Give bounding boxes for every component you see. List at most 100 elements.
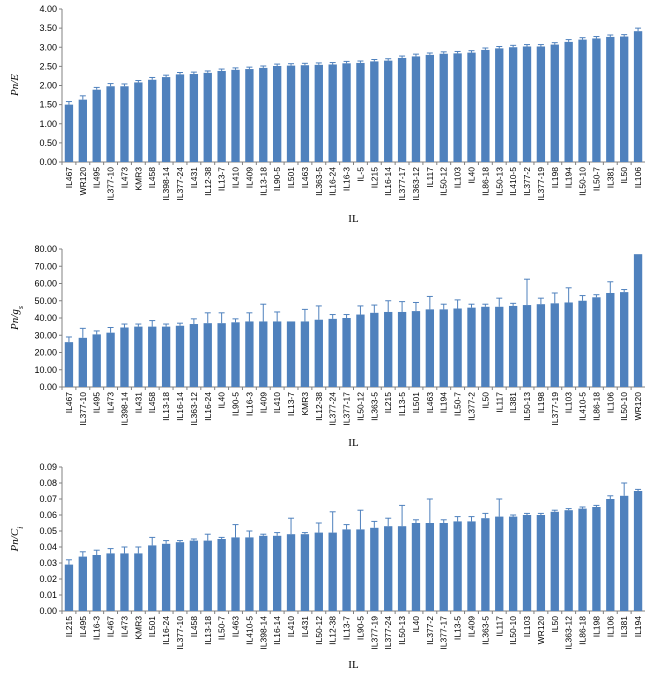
x-tick-label: IL410-5: [578, 392, 588, 421]
x-tick-label: IL86-18: [591, 392, 601, 421]
x-tick-label: IL90-5: [231, 392, 241, 416]
x-tick-label: IL377-19: [536, 167, 546, 201]
x-tick-label: IL363-5: [314, 167, 324, 196]
bar: [245, 69, 254, 162]
bar: [314, 319, 323, 387]
x-tick-label: IL106: [633, 167, 643, 189]
x-tick-label: IL50-10: [508, 616, 518, 645]
x-tick-label: IL40: [217, 392, 227, 409]
y-tick-label: 0.09: [39, 462, 57, 472]
x-tick-label: IL194: [633, 616, 643, 638]
bar: [175, 542, 185, 611]
x-tick-label: IL473: [119, 616, 129, 638]
bar: [286, 65, 296, 162]
x-tick-label: IL458: [147, 392, 157, 414]
x-tick-label: IL50-10: [619, 392, 629, 421]
bar: [231, 69, 240, 162]
x-tick-label: IL377-24: [383, 616, 393, 650]
y-axis-title: Pn/Ci: [9, 527, 25, 553]
bar: [550, 44, 559, 163]
y-tick-label: 10.00: [34, 365, 57, 375]
x-tick-label: IL50-13: [397, 616, 407, 645]
bar: [106, 332, 115, 387]
bar: [592, 38, 601, 162]
x-tick-label: IL13-7: [286, 392, 296, 416]
bar: [203, 323, 212, 387]
bar: [439, 309, 448, 387]
x-tick-label: IL13-18: [161, 392, 171, 421]
bar: [78, 556, 87, 611]
bar: [397, 526, 407, 611]
x-tick-label: IL377-17: [342, 392, 352, 426]
bar: [425, 54, 435, 162]
bar: [495, 516, 504, 611]
bar: [92, 334, 101, 387]
x-tick-label: IL501: [286, 167, 296, 189]
bar: [536, 304, 546, 387]
bar: [397, 311, 407, 387]
x-tick-label: IL13-18: [258, 167, 268, 196]
bar: [259, 67, 268, 162]
x-tick-label: IL381: [508, 392, 518, 414]
bar: [148, 545, 157, 611]
x-tick-label: IL16-14: [383, 167, 393, 196]
x-tick-label: IL473: [106, 392, 116, 414]
y-tick-label: 0.01: [39, 590, 57, 600]
bar: [328, 532, 337, 611]
bar: [606, 499, 615, 611]
bar: [120, 553, 129, 611]
y-tick-label: 50.00: [34, 296, 57, 306]
bar: [439, 523, 448, 611]
x-tick-label: IL103: [522, 616, 532, 638]
x-tick-label: IL495: [92, 167, 102, 189]
bar: [231, 322, 240, 387]
bar: [508, 305, 518, 387]
bar: [425, 523, 435, 611]
x-tick-label: IL501: [147, 616, 157, 638]
bar: [134, 553, 143, 611]
bar: [411, 56, 421, 162]
bar: [203, 540, 212, 611]
x-tick-label: IL495: [78, 616, 88, 638]
x-tick-label: IL50-12: [314, 616, 324, 645]
x-tick-label: IL16-14: [272, 616, 282, 645]
bar: [272, 321, 282, 387]
x-tick-label: IL410-5: [508, 167, 518, 196]
bar: [536, 46, 546, 162]
bar: [78, 337, 87, 387]
x-tick-label: IL363-5: [369, 392, 379, 421]
y-tick-label: 3.00: [39, 42, 57, 52]
x-tick-label: IL495: [92, 392, 102, 414]
x-tick-label: IL117: [425, 167, 435, 188]
x-tick-label: IL463: [425, 392, 435, 414]
x-tick-label: IL381: [605, 167, 615, 189]
bar: [384, 526, 393, 611]
x-tick-label: IL467: [64, 392, 74, 414]
bar: [217, 323, 226, 387]
x-tick-label: IL398-14: [119, 392, 129, 426]
x-axis-title: IL: [348, 213, 359, 225]
x-tick-label: IL103: [453, 167, 463, 189]
bar: [564, 510, 573, 611]
bar: [550, 511, 559, 611]
x-tick-label: IL13-7: [342, 616, 352, 640]
y-tick-label: 1.00: [39, 119, 57, 129]
chart-pn-ci: 0.00 0.01 0.02 0.03 0.04 0.05 0.06 0.07 0.08 0.09…: [9, 462, 645, 671]
bar: [425, 309, 435, 387]
x-tick-label: KMR3: [133, 167, 143, 191]
x-tick-label: IL50: [550, 616, 560, 633]
x-tick-label: IL398-14: [161, 167, 171, 201]
x-tick-label: IL198: [591, 616, 601, 638]
bar: [300, 65, 310, 162]
y-tick-label: 70.00: [34, 261, 57, 271]
bar: [106, 553, 115, 611]
bar: [411, 523, 421, 611]
bar: [495, 306, 504, 387]
bar: [106, 86, 115, 162]
x-tick-label: IL410: [286, 616, 296, 638]
bar: [481, 49, 490, 162]
x-tick-label: IL409: [466, 616, 476, 638]
bar: [536, 515, 546, 611]
bar: [481, 306, 490, 387]
